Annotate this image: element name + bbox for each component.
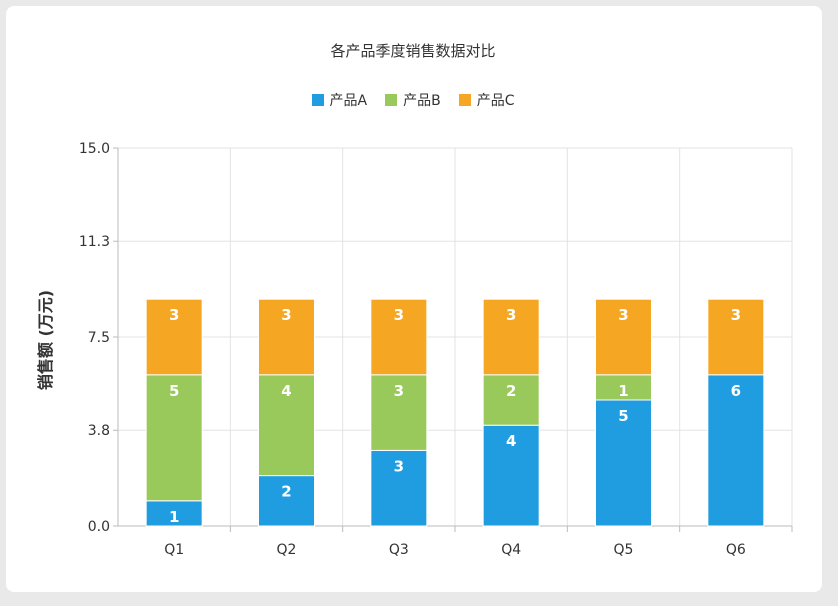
x-tick-label: Q1 [164,542,184,558]
bar-data-label: 4 [281,382,291,400]
x-tick-label: Q6 [726,542,746,558]
bar-q4-series-3 [482,298,540,376]
bar-data-label: 3 [394,457,404,475]
bar-data-label: 3 [169,306,179,324]
bar-data-label: 3 [506,306,516,324]
bar-data-label: 6 [731,382,741,400]
y-tick-label: 15.0 [79,141,110,157]
legend-swatch-c [458,94,471,106]
bar-data-label: 3 [394,382,404,400]
x-tick-label: Q5 [614,542,634,558]
bar-q3-series-3 [370,298,428,376]
bar-q2-series-2 [258,374,315,477]
bar-data-label: 1 [618,382,628,400]
bar-data-label: 1 [169,508,179,526]
bar-q2-series-3 [258,298,315,376]
bar-q1-series-1 [145,500,203,527]
bar-q6-series-1 [707,374,765,527]
legend: 产品A 产品B 产品C [0,90,826,110]
legend-label-b: 产品B [403,93,441,109]
bar-q3-series-2 [370,374,428,451]
x-tick-label: Q3 [389,542,409,558]
x-tick-label: Q2 [277,542,297,558]
bar-data-label: 3 [394,306,404,324]
y-tick-label: 3.8 [88,423,110,439]
bar-data-label: 4 [506,432,516,450]
y-tick-label: 11.3 [79,234,110,250]
legend-item-b[interactable]: 产品B [385,90,441,110]
bar-q4-series-2 [482,374,540,426]
bar-data-label: 2 [281,483,291,501]
bar-q6-series-3 [707,298,765,376]
legend-item-c[interactable]: 产品C [458,90,515,110]
bar-q2-series-1 [258,475,315,527]
y-tick-label: 0.0 [88,519,110,535]
bar-data-label: 2 [506,382,516,400]
bar-q5-series-1 [595,399,652,527]
legend-swatch-a [311,94,324,106]
chart-title: 各产品季度销售数据对比 [330,42,496,60]
bar-q5-series-2 [595,374,652,401]
bar-data-label: 3 [618,306,628,324]
bar-data-label: 5 [169,382,179,400]
bar-q5-series-3 [595,298,652,376]
bar-data-label: 3 [281,306,291,324]
legend-label-a: 产品A [329,93,368,109]
y-tick-label: 7.5 [88,330,110,346]
legend-swatch-b [385,94,398,106]
bar-data-label: 3 [731,306,741,324]
x-tick-label: Q4 [501,542,521,558]
bar-q3-series-1 [370,449,428,527]
bar-q1-series-3 [145,298,203,376]
bar-data-label: 5 [618,407,628,425]
legend-label-c: 产品C [476,93,515,109]
legend-item-a[interactable]: 产品A [311,90,368,110]
bar-q4-series-1 [482,424,540,527]
